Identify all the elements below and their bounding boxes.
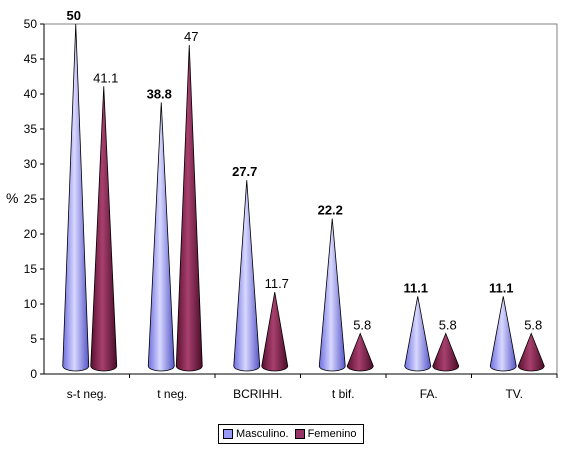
data-labels: 50 41.1 38.8 47 27.7 11.7 22.2 5.8 11.1 5.8 11.1 5.… bbox=[67, 8, 543, 332]
data-label-femenino: 5.8 bbox=[353, 317, 371, 332]
data-label-masculino: 38.8 bbox=[147, 86, 172, 101]
cone-masculino bbox=[489, 296, 517, 372]
cone-marks bbox=[62, 23, 545, 372]
y-tick-label: 0 bbox=[30, 367, 37, 381]
y-tick-label: 20 bbox=[24, 227, 38, 241]
cone-femenino bbox=[175, 44, 203, 372]
data-label-masculino: 50 bbox=[67, 8, 81, 23]
cone-femenino bbox=[517, 332, 545, 372]
cone-femenino bbox=[90, 86, 118, 372]
legend: Masculino. Femenino bbox=[218, 424, 364, 444]
y-ticks: 0 5 10 15 20 25 30 35 40 45 50 bbox=[24, 17, 44, 381]
legend-item-masculino: Masculino. bbox=[223, 428, 289, 440]
cone-masculino bbox=[147, 102, 175, 372]
cone-masculino bbox=[62, 23, 90, 372]
y-tick-label: 25 bbox=[24, 192, 38, 206]
y-tick-label: 15 bbox=[24, 262, 38, 276]
y-tick-label: 45 bbox=[24, 52, 38, 66]
legend-label-femenino: Femenino bbox=[307, 428, 357, 440]
data-label-masculino: 11.1 bbox=[403, 280, 428, 295]
y-tick-label: 35 bbox=[24, 122, 38, 136]
legend-swatch-femenino bbox=[294, 429, 305, 439]
cone-masculino bbox=[233, 180, 261, 372]
data-label-masculino: 11.1 bbox=[489, 280, 514, 295]
data-label-femenino: 41.1 bbox=[93, 70, 118, 85]
x-category-label: s-t neg. bbox=[67, 387, 107, 401]
y-tick-label: 10 bbox=[24, 297, 38, 311]
y-axis-label: % bbox=[6, 190, 18, 206]
cone-femenino bbox=[432, 332, 460, 372]
legend-swatch-masculino bbox=[223, 429, 233, 439]
x-category-label: t bif. bbox=[332, 387, 355, 401]
data-label-femenino: 5.8 bbox=[439, 317, 457, 332]
x-category-label: BCRIHH. bbox=[233, 387, 282, 401]
x-category-label: FA. bbox=[420, 387, 438, 401]
y-tick-label: 5 bbox=[30, 332, 37, 346]
data-label-femenino: 5.8 bbox=[524, 317, 542, 332]
cone-femenino bbox=[261, 292, 289, 372]
legend-label-masculino: Masculino. bbox=[236, 428, 289, 440]
x-category-label: TV. bbox=[505, 387, 523, 401]
x-category-label: t neg. bbox=[157, 387, 187, 401]
data-label-femenino: 11.7 bbox=[265, 276, 289, 291]
plot-area bbox=[43, 23, 558, 375]
data-label-masculino: 27.7 bbox=[232, 164, 257, 179]
data-label-femenino: 47 bbox=[184, 29, 198, 44]
cone-masculino bbox=[318, 218, 346, 372]
cone-masculino bbox=[404, 296, 432, 372]
y-tick-label: 40 bbox=[24, 87, 38, 101]
y-tick-label: 30 bbox=[24, 157, 38, 171]
legend-item-femenino: Femenino bbox=[294, 428, 357, 440]
data-label-masculino: 22.2 bbox=[318, 203, 343, 218]
y-tick-label: 50 bbox=[24, 17, 38, 31]
cone-femenino bbox=[346, 332, 374, 372]
x-categories: s-t neg. t neg. BCRIHH. t bif. FA. TV. bbox=[67, 374, 558, 401]
